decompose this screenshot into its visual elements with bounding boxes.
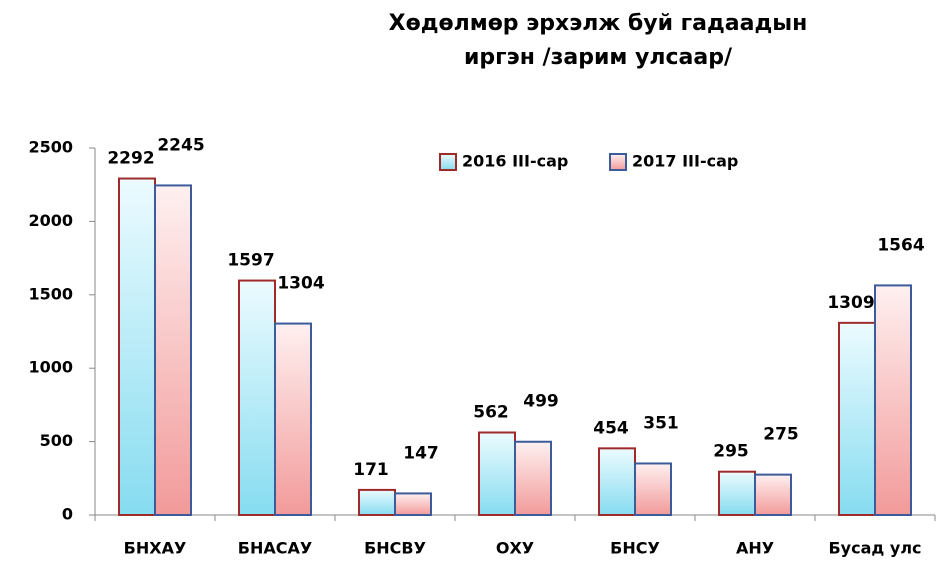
y-tick-label: 500 xyxy=(40,431,73,450)
data-label: 275 xyxy=(763,425,799,445)
bar xyxy=(358,488,396,516)
x-tick-label: БНАСАУ xyxy=(238,539,312,558)
data-label: 1564 xyxy=(877,235,924,255)
chart-title: иргэн /зарим улсаар/ xyxy=(464,45,733,70)
bar xyxy=(754,473,792,517)
x-tick-label: АНУ xyxy=(736,539,774,558)
data-label: 2292 xyxy=(107,149,154,169)
legend-label: 2016 III-сар xyxy=(462,152,568,171)
y-tick-label: 1000 xyxy=(28,358,73,377)
x-tick-label: БНСВУ xyxy=(364,539,426,558)
data-label: 454 xyxy=(593,418,629,438)
bar xyxy=(874,284,912,516)
bar xyxy=(478,431,516,517)
data-label: 295 xyxy=(713,442,749,462)
data-label: 147 xyxy=(403,443,439,463)
bar xyxy=(274,322,312,517)
data-label: 1309 xyxy=(827,293,874,313)
data-label: 351 xyxy=(643,413,679,433)
x-tick-label: ОХУ xyxy=(496,539,534,558)
bar xyxy=(718,470,756,516)
bar xyxy=(838,321,876,516)
bar xyxy=(634,462,672,517)
legend-label: 2017 III-сар xyxy=(632,152,738,171)
data-label: 1304 xyxy=(277,274,324,294)
bar xyxy=(598,447,636,517)
y-tick-label: 1500 xyxy=(28,284,73,303)
bar xyxy=(514,440,552,516)
bar xyxy=(154,184,192,517)
bar xyxy=(238,279,276,516)
data-label: 1597 xyxy=(227,251,274,271)
x-tick-label: Бусад улс xyxy=(828,539,921,558)
legend-swatch xyxy=(609,153,627,171)
data-label: 171 xyxy=(353,460,389,480)
y-tick-label: 2500 xyxy=(28,138,73,157)
bar xyxy=(118,177,156,516)
x-tick-label: БНСУ xyxy=(610,539,660,558)
data-label: 2245 xyxy=(157,135,204,155)
chart-title: Хөдөлмөр эрхэлж буй гадаадын xyxy=(389,11,808,36)
x-tick-label: БНХАУ xyxy=(124,539,187,558)
y-tick-label: 0 xyxy=(62,505,73,524)
legend-swatch xyxy=(439,153,457,171)
y-tick-label: 2000 xyxy=(28,211,73,230)
bar xyxy=(394,492,432,517)
data-label: 499 xyxy=(523,392,559,412)
data-label: 562 xyxy=(473,402,509,422)
